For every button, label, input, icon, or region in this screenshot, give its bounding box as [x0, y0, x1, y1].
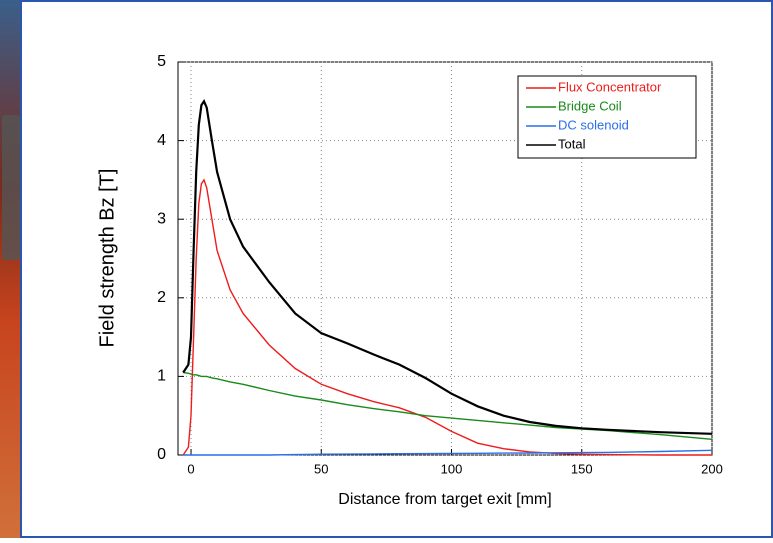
y-axis-label: Field strength Bz [T] [96, 169, 118, 348]
y-tick-label: 5 [157, 53, 166, 70]
x-tick-label: 200 [701, 461, 723, 476]
y-tick-label: 3 [157, 210, 166, 227]
series-line [183, 449, 713, 456]
x-tick-label: 0 [187, 461, 194, 476]
y-tick-label: 2 [157, 289, 166, 306]
legend-label: Flux Concentrator [558, 79, 662, 94]
y-tick-label: 4 [157, 132, 166, 149]
x-tick-label: 150 [571, 461, 593, 476]
legend-label: Total [558, 136, 586, 151]
y-tick-label: 1 [157, 368, 166, 385]
legend-label: Bridge Coil [558, 98, 622, 113]
side-toolbar[interactable] [2, 115, 20, 260]
legend-label: DC solenoid [558, 117, 629, 132]
series-line [183, 371, 713, 440]
desktop-background [0, 0, 22, 538]
x-axis-label: Distance from target exit [mm] [338, 491, 551, 508]
y-tick-label: 0 [157, 446, 166, 463]
x-tick-label: 50 [314, 461, 328, 476]
x-tick-label: 100 [441, 461, 463, 476]
series-line [182, 99, 713, 435]
